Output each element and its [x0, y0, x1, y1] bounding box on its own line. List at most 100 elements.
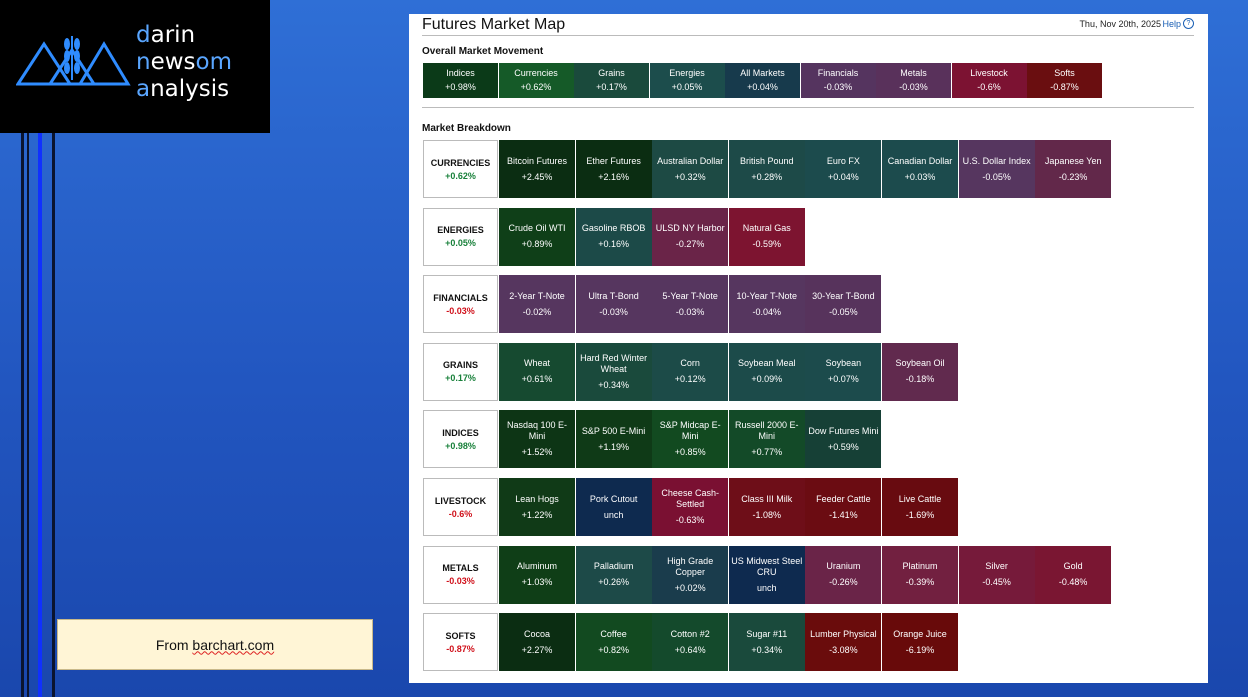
tile-value: -0.39%: [905, 577, 935, 588]
tile-value: unch: [603, 509, 624, 520]
tile-value: unch: [757, 582, 777, 593]
market-tile[interactable]: Soybean +0.07%: [805, 342, 882, 401]
market-tile[interactable]: Dow Futures Mini +0.59%: [805, 410, 882, 469]
tile-value: -0.45%: [982, 577, 1011, 588]
overall-tile[interactable]: Financials -0.03%: [800, 63, 876, 98]
market-tile[interactable]: Corn +0.12%: [652, 342, 729, 401]
market-tile[interactable]: Class III Milk -1.08%: [728, 478, 805, 536]
category-metals[interactable]: METALS -0.03%: [423, 545, 498, 604]
market-tile[interactable]: High Grade Copper +0.02%: [652, 545, 729, 604]
tile-label: Livestock: [970, 68, 1008, 78]
market-tile[interactable]: US Midwest Steel CRU unch: [728, 545, 805, 604]
tile-value: +0.04%: [747, 82, 778, 92]
tile-label: Cheese Cash-Settled: [661, 488, 719, 509]
market-tile[interactable]: Cotton #2 +0.64%: [652, 613, 729, 672]
market-tile[interactable]: Soybean Oil -0.18%: [882, 342, 958, 401]
section-title-overall: Overall Market Movement: [422, 46, 544, 57]
market-tile[interactable]: Lumber Physical -3.08%: [805, 613, 882, 672]
market-tile[interactable]: Sugar #11 +0.34%: [728, 613, 805, 672]
help-link[interactable]: Help ?: [1162, 18, 1194, 29]
tile-value: +0.05%: [671, 82, 703, 92]
tile-label: Grains: [598, 68, 625, 78]
market-tile[interactable]: S&P 500 E-Mini +1.19%: [575, 410, 652, 469]
market-tile[interactable]: Canadian Dollar +0.03%: [882, 140, 958, 198]
category-energies[interactable]: ENERGIES +0.05%: [423, 207, 498, 266]
market-tile[interactable]: Lean Hogs +1.22%: [499, 478, 575, 536]
overall-tile[interactable]: Energies +0.05%: [649, 63, 725, 98]
market-tile[interactable]: Silver -0.45%: [958, 545, 1035, 604]
category-livestock[interactable]: LIVESTOCK -0.6%: [423, 478, 498, 536]
tile-label: Soybean Meal: [738, 358, 796, 369]
tile-value: -0.87%: [1050, 82, 1079, 92]
category-grains[interactable]: GRAINS +0.17%: [423, 342, 498, 401]
market-tile[interactable]: British Pound +0.28%: [728, 140, 805, 198]
tile-value: +0.28%: [751, 171, 783, 182]
market-tile[interactable]: 5-Year T-Note -0.03%: [652, 275, 729, 334]
market-tile[interactable]: Ultra T-Bond -0.03%: [575, 275, 652, 334]
category-change: -0.87%: [446, 643, 475, 654]
tile-value: -0.63%: [675, 515, 705, 525]
market-tile[interactable]: Bitcoin Futures +2.45%: [499, 140, 575, 198]
market-tile[interactable]: ULSD NY Harbor -0.27%: [652, 207, 729, 266]
market-tile[interactable]: Palladium +0.26%: [575, 545, 652, 604]
tile-label: Financials: [817, 68, 859, 78]
tile-label: Wheat: [523, 358, 550, 369]
market-tile[interactable]: Gold -0.48%: [1035, 545, 1112, 604]
category-softs[interactable]: SOFTS -0.87%: [423, 613, 498, 672]
tile-value: +0.89%: [521, 239, 553, 250]
market-tile[interactable]: Feeder Cattle -1.41%: [805, 478, 882, 536]
market-tile[interactable]: Nasdaq 100 E-Mini +1.52%: [499, 410, 575, 469]
market-tile[interactable]: 30-Year T-Bond -0.05%: [805, 275, 882, 334]
market-tile[interactable]: Crude Oil WTI +0.89%: [499, 207, 575, 266]
overall-tile[interactable]: Softs -0.87%: [1027, 63, 1102, 98]
category-name: SOFTS: [445, 630, 476, 641]
market-tile[interactable]: Uranium -0.26%: [805, 545, 882, 604]
market-tile[interactable]: Platinum -0.39%: [882, 545, 958, 604]
market-map-panel: Futures Market Map Thu, Nov 20th, 2025 H…: [409, 14, 1208, 683]
market-tile[interactable]: Orange Juice -6.19%: [882, 613, 958, 672]
divider: [422, 35, 1194, 36]
market-tile[interactable]: Soybean Meal +0.09%: [728, 342, 805, 401]
market-tile[interactable]: Aluminum +1.03%: [499, 545, 575, 604]
category-currencies[interactable]: CURRENCIES +0.62%: [423, 140, 498, 198]
category-name: CURRENCIES: [430, 157, 491, 168]
category-change: +0.17%: [445, 373, 476, 384]
market-tile[interactable]: Live Cattle -1.69%: [882, 478, 958, 536]
tile-label: 30-Year T-Bond: [812, 290, 875, 301]
tile-label: US Midwest Steel CRU: [731, 555, 803, 577]
market-tile[interactable]: Cheese Cash-Settled -0.63%: [652, 478, 729, 536]
market-tile[interactable]: Australian Dollar +0.32%: [652, 140, 729, 198]
category-indices[interactable]: INDICES +0.98%: [423, 410, 498, 469]
source-link[interactable]: barchart.com: [192, 636, 275, 653]
overall-tile[interactable]: Indices +0.98%: [423, 63, 498, 98]
tile-value: +0.02%: [674, 582, 706, 593]
market-tile[interactable]: Gasoline RBOB +0.16%: [575, 207, 652, 266]
market-tile[interactable]: Cocoa +2.27%: [499, 613, 575, 672]
market-tile[interactable]: Ether Futures +2.16%: [575, 140, 652, 198]
market-tile[interactable]: S&P Midcap E-Mini +0.85%: [652, 410, 729, 469]
market-tile[interactable]: Pork Cutout unch: [575, 478, 652, 536]
tile-label: Energies: [669, 68, 705, 78]
tile-label: Coffee: [600, 628, 627, 639]
market-tile[interactable]: Wheat +0.61%: [499, 342, 575, 401]
market-tile[interactable]: Natural Gas -0.59%: [728, 207, 805, 266]
tile-value: +0.34%: [598, 379, 629, 390]
market-tile[interactable]: 2-Year T-Note -0.02%: [499, 275, 575, 334]
overall-tile[interactable]: Livestock -0.6%: [951, 63, 1027, 98]
market-tile[interactable]: Hard Red Winter Wheat +0.34%: [575, 342, 652, 401]
tile-label: Australian Dollar: [657, 155, 724, 166]
market-tile[interactable]: Euro FX +0.04%: [805, 140, 882, 198]
market-tile[interactable]: 10-Year T-Note -0.04%: [728, 275, 805, 334]
market-tile[interactable]: Coffee +0.82%: [575, 613, 652, 672]
overall-tile[interactable]: Metals -0.03%: [876, 63, 951, 98]
market-tile[interactable]: Russell 2000 E-Mini +0.77%: [728, 410, 805, 469]
tile-value: -0.03%: [599, 306, 628, 317]
market-tile[interactable]: U.S. Dollar Index -0.05%: [958, 140, 1035, 198]
market-tile[interactable]: Japanese Yen -0.23%: [1035, 140, 1112, 198]
tile-value: -1.41%: [829, 509, 858, 520]
overall-tile[interactable]: Grains +0.17%: [574, 63, 649, 98]
category-financials[interactable]: FINANCIALS -0.03%: [423, 275, 498, 334]
overall-tile[interactable]: All Markets +0.04%: [725, 63, 800, 98]
tile-value: +0.32%: [674, 171, 706, 182]
overall-tile[interactable]: Currencies +0.62%: [498, 63, 574, 98]
